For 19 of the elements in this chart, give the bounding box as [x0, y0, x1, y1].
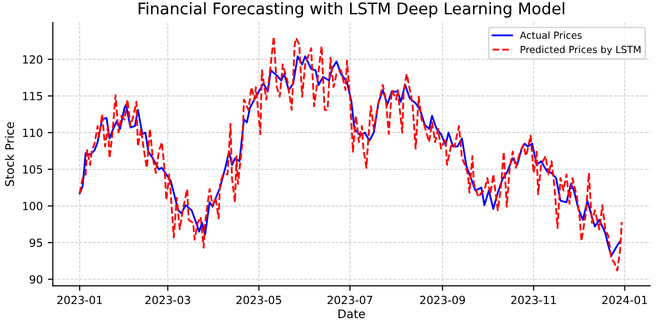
y-tick-label: 120: [23, 55, 42, 64]
y-axis-title: Stock Price: [4, 122, 14, 186]
x-tick-label: 2023-01: [57, 296, 102, 304]
legend-label: Actual Prices: [520, 31, 582, 39]
x-tick-label: 2024-01: [602, 296, 647, 304]
x-axis-title: Date: [338, 309, 365, 318]
y-tick-label: 90: [30, 275, 42, 284]
y-tick-label: 115: [23, 92, 42, 100]
legend-label: Predicted Prices by LSTM: [520, 46, 640, 56]
x-tick-label: 2023-11: [511, 296, 556, 304]
y-tick-label: 110: [23, 128, 42, 137]
x-tick-label: 2023-05: [236, 296, 282, 304]
chart-title: Financial Forecasting with LSTM Deep Learning Model: [138, 2, 564, 18]
y-tick-label: 105: [23, 165, 42, 174]
x-tick-label: 2023-07: [328, 296, 372, 304]
x-tick-label: 2023-09: [420, 296, 465, 304]
x-tick-label: 2023-03: [145, 296, 190, 304]
y-tick-label: 100: [23, 202, 42, 210]
y-tick-label: 95: [30, 238, 42, 247]
